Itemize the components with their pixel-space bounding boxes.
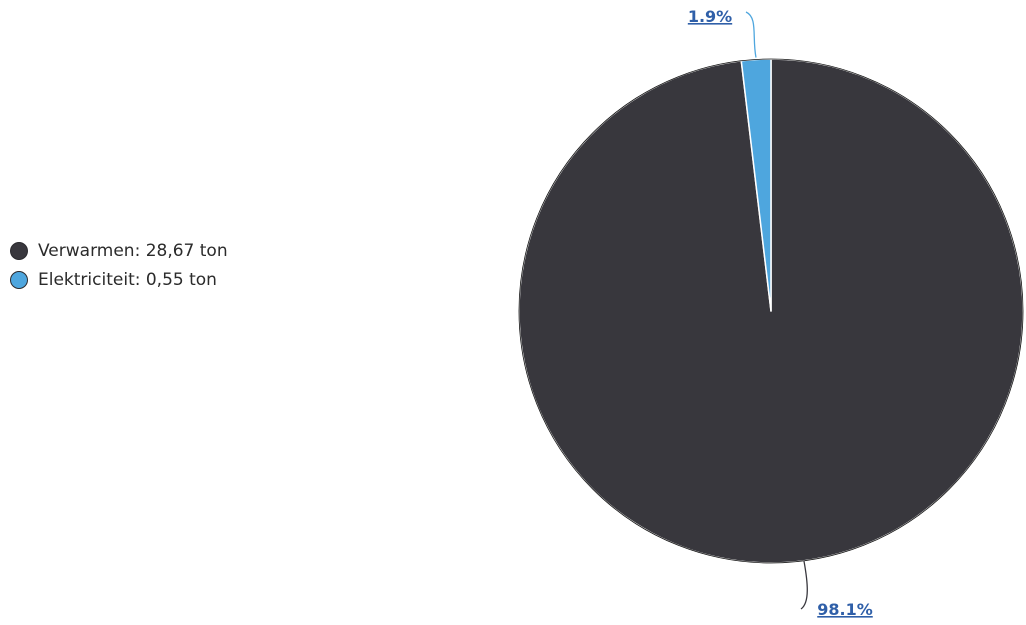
legend-label-elektriciteit: Elektriciteit: 0,55 ton — [38, 269, 217, 290]
pie-label-elektriciteit: 1.9% — [688, 7, 732, 26]
pie-connector-elektriciteit — [745, 11, 757, 58]
legend-swatch-verwarmen — [10, 241, 28, 260]
pie-connector-verwarmen — [800, 560, 808, 610]
pie-outline — [518, 58, 1024, 564]
legend-item-verwarmen[interactable]: Verwarmen: 28,67 ton — [10, 236, 228, 265]
chart-legend: Verwarmen: 28,67 ton Elektriciteit: 0,55… — [10, 236, 228, 294]
legend-swatch-elektriciteit — [10, 270, 28, 289]
legend-label-verwarmen: Verwarmen: 28,67 ton — [38, 240, 228, 261]
legend-item-elektriciteit[interactable]: Elektriciteit: 0,55 ton — [10, 265, 228, 294]
pie-label-verwarmen: 98.1% — [817, 600, 873, 619]
